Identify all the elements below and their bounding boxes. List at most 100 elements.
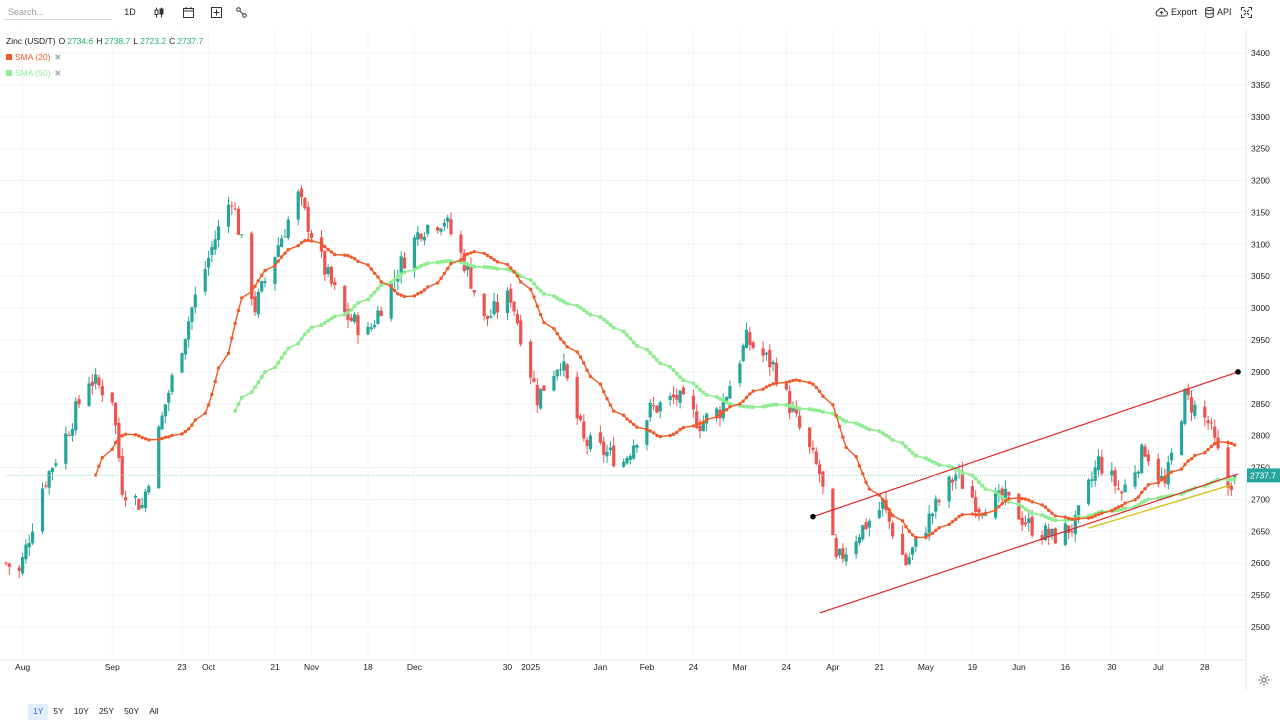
sma20-point [186, 427, 191, 431]
sma50-label: SMA (50) [15, 67, 51, 78]
sma20-point [492, 257, 496, 262]
sma50-point [445, 258, 450, 263]
sma20-point [283, 251, 287, 256]
sma50-point [342, 312, 347, 317]
sma50-point [402, 270, 407, 275]
candle-body [1160, 475, 1164, 479]
candle-body [326, 267, 330, 274]
sma50-point [538, 288, 543, 293]
candle-body [233, 208, 237, 210]
sma20-point [714, 415, 719, 419]
candle-body [170, 375, 174, 392]
settings-gear-icon[interactable] [1258, 673, 1270, 686]
sma50-point [947, 464, 952, 469]
candle-body [748, 332, 752, 345]
sma20-point [439, 276, 443, 281]
sma50-point [253, 385, 258, 390]
candle-body [668, 395, 672, 401]
sma50-point [820, 409, 825, 414]
candle-body [356, 315, 360, 336]
candle-body [240, 234, 244, 236]
range-option-10y[interactable]: 10Y [73, 706, 89, 716]
range-option-1y[interactable]: 1Y [28, 704, 49, 720]
sma50-point [903, 444, 908, 449]
candle-body [180, 353, 184, 373]
sma50-point [751, 405, 756, 410]
export-button[interactable]: Export [1155, 4, 1197, 20]
sma50-point [1043, 514, 1048, 519]
add-icon[interactable] [209, 4, 223, 20]
fullscreen-icon[interactable] [1241, 4, 1252, 20]
x-tick-label: 23 [177, 662, 187, 672]
sma20-point [821, 394, 825, 398]
candle-body [250, 233, 254, 300]
sma20-point [914, 535, 918, 540]
sma20-point [1229, 441, 1234, 446]
draw-tool-icon[interactable] [234, 4, 248, 20]
sma20-point [426, 285, 430, 289]
sma20-point [608, 403, 613, 407]
range-option-all[interactable]: All [149, 706, 159, 716]
sma50-point [256, 380, 261, 385]
sma20-point [954, 517, 958, 521]
sma20-point [867, 487, 872, 491]
sma50-point [854, 421, 859, 426]
sma20-point [880, 497, 885, 502]
candle-body [333, 281, 337, 286]
sma50-point [830, 411, 835, 416]
sma50-legend-row[interactable]: SMA (50) ✖ [6, 65, 203, 81]
candle-body [817, 464, 822, 475]
x-tick-label: 19 [968, 662, 978, 672]
api-button[interactable]: API [1205, 4, 1232, 20]
candle-body [216, 226, 221, 240]
top-toolbar: 1D Export API [0, 0, 1280, 24]
sma20-point [485, 253, 490, 258]
sma20-point [465, 252, 470, 256]
range-option-25y[interactable]: 25Y [98, 706, 115, 716]
range-option-50y[interactable]: 50Y [124, 706, 140, 716]
candle-body [183, 338, 187, 355]
sma20-legend-row[interactable]: SMA (20) ✖ [6, 49, 203, 65]
candle-body [794, 407, 798, 414]
candle-body [671, 394, 676, 398]
sma50-point [648, 351, 653, 356]
sma20-point [323, 245, 327, 249]
low-value: 2723.2 [140, 35, 167, 46]
candle-body [907, 557, 911, 565]
search-input[interactable] [4, 4, 112, 20]
range-option-5y[interactable]: 5Y [53, 706, 64, 716]
sma20-point [259, 273, 264, 277]
sma50-point [691, 381, 696, 386]
sma20-point [854, 455, 858, 459]
candle-body [602, 441, 606, 455]
sma50-point [349, 307, 354, 312]
sma50-point [694, 384, 699, 389]
candle-body [901, 533, 905, 555]
sma50-point [877, 429, 882, 434]
sma20-point [366, 263, 370, 267]
calendar-icon[interactable] [181, 4, 195, 20]
sma20-point [286, 247, 290, 252]
candle-body [299, 188, 304, 198]
interval-button[interactable]: 1D [124, 7, 136, 17]
sma20-point [190, 423, 194, 427]
candle-body [1229, 485, 1233, 491]
sma20-point [575, 350, 579, 354]
candles-icon[interactable] [152, 4, 166, 20]
sma50-point [1020, 504, 1025, 509]
candle-body [230, 205, 234, 207]
candle-body [213, 239, 217, 250]
remove-sma50-icon[interactable]: ✖ [54, 68, 62, 78]
candle-body [1143, 446, 1147, 457]
sma20-point [1226, 440, 1230, 445]
sma20-point [180, 432, 184, 436]
candle-body [512, 301, 516, 312]
sma20-point [1073, 517, 1077, 521]
candle-body [588, 435, 593, 450]
sma50-point [578, 305, 583, 310]
candle-body [346, 309, 350, 320]
candle-body [74, 401, 78, 431]
remove-sma20-icon[interactable]: ✖ [54, 52, 62, 62]
x-tick-label: May [918, 662, 935, 672]
